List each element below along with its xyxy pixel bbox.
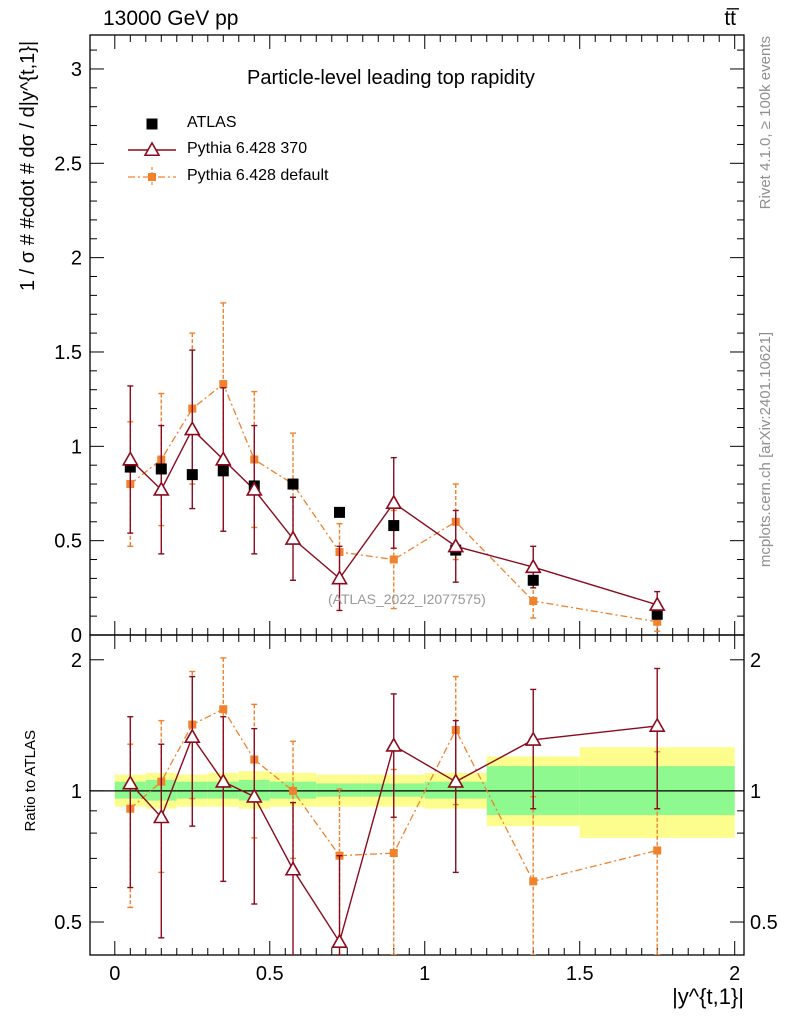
ratio-plot-area xyxy=(121,657,666,955)
y-tick-label: 1.5 xyxy=(54,342,82,364)
y-tick-label: 1 xyxy=(71,436,82,458)
ratio-y-axis-label: Ratio to ATLAS xyxy=(22,730,39,832)
x-tick-label: 1.5 xyxy=(566,963,594,985)
y-tick-label: 2.5 xyxy=(54,153,82,175)
ratio-tick-label-left: 1 xyxy=(71,781,82,803)
ratio-pythia-370-point xyxy=(524,731,542,746)
atlas-data-point xyxy=(186,469,198,481)
atlas-data-point xyxy=(124,461,136,473)
x-tick-label: 0.5 xyxy=(256,963,284,985)
ratio-pythia-default-point xyxy=(529,877,538,886)
pythia-370-point xyxy=(183,420,201,436)
legend-label-pythia-default: Pythia 6.428 default xyxy=(187,167,329,184)
y-tick-label: 3 xyxy=(71,59,82,81)
pythia-370-point xyxy=(524,558,542,574)
ratio-pythia-default-point xyxy=(653,846,662,855)
ratio-pythia-default-point xyxy=(389,849,398,858)
ratio-tick-label-right: 1 xyxy=(750,781,761,803)
ratio-tick-label-right: 0.5 xyxy=(750,912,778,934)
legend-label-atlas: ATLAS xyxy=(187,114,237,131)
process-label: tt̅ xyxy=(724,7,736,30)
ratio-pythia-370-point xyxy=(447,773,465,788)
pythia-default-point xyxy=(389,555,398,564)
x-tick-label: 1 xyxy=(419,963,430,985)
pythia-370-point xyxy=(385,494,403,509)
pythia-370-point xyxy=(648,596,666,611)
ratio-pythia-370-point xyxy=(121,774,139,790)
ratio-pythia-370-point xyxy=(648,717,666,732)
analysis-tag: (ATLAS_2022_I2077575) xyxy=(328,591,486,607)
legend-label-pythia-370: Pythia 6.428 370 xyxy=(187,140,308,157)
ratio-plot-frame xyxy=(89,634,745,956)
pythia-370-point xyxy=(121,450,139,466)
rivet-label: Rivet 4.1.0, ≥ 100k events xyxy=(757,36,774,210)
atlas-data-point xyxy=(388,520,400,532)
pythia-370-point xyxy=(284,530,302,545)
atlas-data-point xyxy=(527,574,539,586)
chart-title: Particle-level leading top rapidity xyxy=(247,67,535,89)
x-tick-label: 0 xyxy=(109,963,120,985)
y-tick-label: 0 xyxy=(71,625,82,647)
y-tick-label: 0.5 xyxy=(54,531,82,553)
ratio-pythia-370-point xyxy=(385,737,403,752)
pythia-370-point xyxy=(331,569,348,585)
atlas-data-point xyxy=(155,463,167,475)
ratio-tick-label-left: 0.5 xyxy=(54,912,82,934)
atlas-data-point xyxy=(287,478,299,490)
pythia-370-point xyxy=(214,450,232,466)
energy-label: 13000 GeV pp xyxy=(103,7,239,30)
atlas-data-point xyxy=(651,608,663,620)
ratio-tick-label-right: 2 xyxy=(750,650,761,672)
y-axis-label: 1 / σ # #cdot # dσ / d|y^{t,1}| xyxy=(17,40,39,292)
legend-marker-atlas xyxy=(146,118,158,130)
atlas-data-point xyxy=(217,465,229,477)
main-plot-area xyxy=(121,302,666,632)
pythia-default-point xyxy=(219,380,228,389)
pythia-370-point xyxy=(245,481,263,496)
x-axis-label: |y^{t,1}| xyxy=(672,984,744,1009)
ratio-pythia-370-point xyxy=(152,808,170,824)
atlas-data-point xyxy=(334,506,346,518)
y-tick-label: 2 xyxy=(71,248,82,270)
ratio-pythia-370-point xyxy=(331,933,348,948)
ratio-pythia-default-point xyxy=(289,786,298,795)
pythia-default-point xyxy=(529,597,538,606)
ratio-pythia-default-point xyxy=(219,705,228,714)
ratio-pythia-370-point xyxy=(214,773,232,788)
x-tick-label: 2 xyxy=(729,963,740,985)
ratio-tick-label-left: 2 xyxy=(71,650,82,672)
ratio-pythia-370-point xyxy=(284,860,302,876)
legend-marker-pythia-370 xyxy=(143,141,161,157)
pythia-370-point xyxy=(152,481,170,496)
legend-marker-pythia-default xyxy=(148,173,156,181)
pythia-default-point xyxy=(653,617,662,626)
pythia-370-point xyxy=(447,537,465,553)
ratio-pythia-370-point xyxy=(183,728,201,744)
ratio-pythia-370-point xyxy=(245,788,263,803)
mcplots-label: mcplots.cern.ch [arXiv:2401.10621] xyxy=(757,332,774,568)
